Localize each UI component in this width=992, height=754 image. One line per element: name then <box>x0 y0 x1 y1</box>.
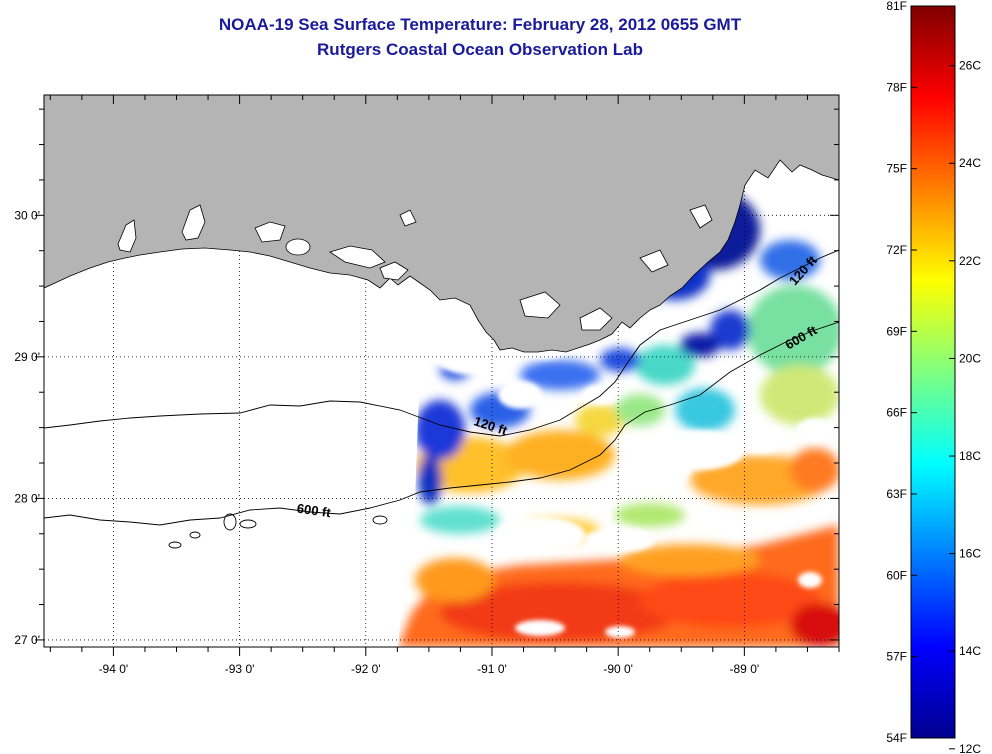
lat-tick-label: 29 0' <box>14 350 40 364</box>
colorbar-c-label: 20C <box>959 351 981 365</box>
lat-tick-label: 27 0' <box>14 633 40 647</box>
sst-imagery <box>398 164 839 647</box>
bathymetry-contours <box>44 249 839 549</box>
lon-tick-label: -93 0' <box>225 662 255 676</box>
map-frame <box>43 94 840 648</box>
contour-120ft <box>44 249 839 437</box>
colorbar-c-label: 18C <box>959 449 981 463</box>
colorbar <box>910 5 956 739</box>
lat-tick-label: 28 0' <box>14 491 40 505</box>
colorbar-ticks: 81F 78F 75F 72F 69F 66F 63F 60F 57F 54F 26C 24C 22C 2… <box>886 0 981 754</box>
colorbar-c-label: 26C <box>959 59 981 73</box>
latitude-labels: 27 0' 28 0' 29 0' 30 0' <box>14 208 40 647</box>
contour-label: 600 ft <box>296 501 332 521</box>
lon-tick-label: -89 0' <box>730 662 760 676</box>
colorbar-c-label: 12C <box>959 742 981 754</box>
colorbar-f-label: 69F <box>886 324 907 338</box>
lon-tick-label: -91 0' <box>477 662 507 676</box>
map-title: NOAA-19 Sea Surface Temperature: Februar… <box>100 12 860 62</box>
colorbar-f-label: 57F <box>886 650 907 664</box>
colorbar-f-label: 54F <box>886 731 907 745</box>
colorbar-f-label: 78F <box>886 80 907 94</box>
colorbar-c-label: 24C <box>959 156 981 170</box>
title-line-2: Rutgers Coastal Ocean Observation Lab <box>317 40 643 59</box>
colorbar-c-label: 14C <box>959 644 981 658</box>
colorbar-f-label: 75F <box>886 162 907 176</box>
colorbar-c-label: 22C <box>959 254 981 268</box>
colorbar-f-label: 66F <box>886 406 907 420</box>
colorbar-f-label: 60F <box>886 568 907 582</box>
colorbar-f-label: 63F <box>886 487 907 501</box>
colorbar-c-label: 16C <box>959 547 981 561</box>
longitude-labels: -94 0' -93 0' -92 0' -91 0' -90 0' -89 0' <box>99 662 760 676</box>
lat-tick-label: 30 0' <box>14 208 40 222</box>
lon-tick-label: -90 0' <box>603 662 633 676</box>
colorbar-f-label: 72F <box>886 243 907 257</box>
lon-tick-label: -94 0' <box>99 662 129 676</box>
coastal-lakes <box>117 204 713 331</box>
title-line-1: NOAA-19 Sea Surface Temperature: Februar… <box>218 15 742 34</box>
land-mass <box>44 95 839 353</box>
axis-ticks <box>35 95 840 656</box>
colorbar-f-label: 81F <box>886 0 907 13</box>
contour-600ft <box>44 321 839 526</box>
lon-tick-label: -92 0' <box>351 662 381 676</box>
